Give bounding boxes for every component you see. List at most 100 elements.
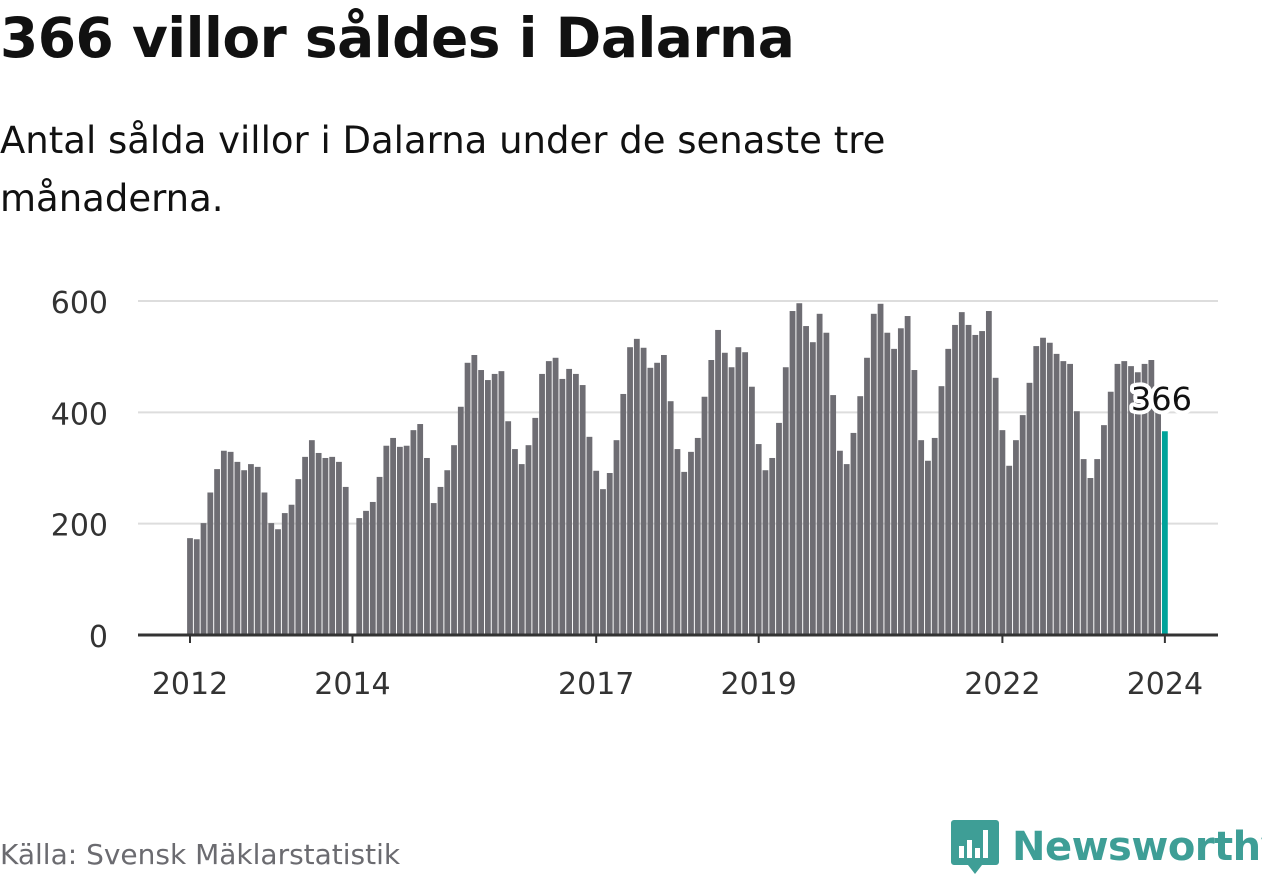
x-tick-label: 2024 bbox=[1127, 667, 1203, 702]
bar bbox=[207, 492, 214, 635]
bar bbox=[532, 417, 539, 635]
bar bbox=[620, 393, 627, 635]
bar bbox=[931, 437, 938, 635]
bar bbox=[1101, 425, 1107, 635]
bar bbox=[884, 332, 891, 635]
bar bbox=[877, 303, 884, 635]
bar bbox=[985, 311, 992, 635]
bar-highlight bbox=[1161, 431, 1168, 635]
axes bbox=[138, 633, 1218, 643]
bar bbox=[498, 371, 505, 635]
bar bbox=[593, 470, 600, 635]
bar bbox=[275, 529, 281, 635]
bar bbox=[254, 466, 261, 635]
bar bbox=[403, 445, 410, 635]
newsworthy-logo-icon bbox=[951, 820, 999, 874]
bar bbox=[809, 342, 816, 635]
bar bbox=[864, 357, 870, 635]
bar bbox=[308, 440, 315, 635]
bar bbox=[193, 539, 200, 635]
bar bbox=[464, 362, 471, 635]
bar bbox=[1073, 411, 1080, 635]
bar bbox=[444, 470, 451, 635]
bar bbox=[823, 332, 830, 635]
bar bbox=[870, 313, 877, 635]
bar bbox=[972, 334, 979, 635]
bar bbox=[796, 303, 803, 635]
bar bbox=[1026, 382, 1033, 635]
bar bbox=[1006, 465, 1013, 635]
bar bbox=[342, 486, 349, 635]
bar bbox=[633, 338, 640, 635]
bar bbox=[1148, 360, 1155, 635]
bar bbox=[776, 422, 782, 635]
bar bbox=[545, 361, 552, 635]
bar bbox=[857, 396, 864, 635]
bar bbox=[735, 347, 742, 635]
bar bbox=[606, 473, 613, 635]
bar bbox=[512, 449, 518, 635]
bar bbox=[769, 457, 776, 635]
bar bbox=[654, 362, 661, 635]
bar bbox=[227, 451, 234, 635]
bar bbox=[992, 377, 999, 635]
bar bbox=[728, 367, 735, 635]
bar bbox=[268, 523, 275, 635]
bar bbox=[613, 440, 620, 635]
bar bbox=[1107, 391, 1114, 635]
bar bbox=[911, 370, 918, 635]
bar bbox=[1121, 361, 1128, 635]
bar bbox=[1080, 459, 1087, 635]
bar bbox=[329, 456, 336, 635]
source-note: Källa: Svensk Mäklarstatistik bbox=[0, 838, 401, 871]
bar bbox=[376, 476, 383, 635]
bar bbox=[999, 430, 1006, 635]
bar bbox=[336, 461, 342, 635]
bar bbox=[762, 470, 769, 635]
bar bbox=[1046, 342, 1053, 635]
bar bbox=[539, 373, 545, 635]
y-tick-label: 400 bbox=[51, 397, 108, 432]
bar bbox=[708, 360, 715, 635]
brand-logo: Newsworthy bbox=[950, 818, 1262, 876]
bar bbox=[241, 470, 248, 635]
bar bbox=[295, 479, 302, 635]
bar bbox=[1141, 363, 1148, 635]
bar bbox=[566, 368, 573, 635]
x-tick-label: 2014 bbox=[314, 667, 390, 702]
bar bbox=[1053, 353, 1060, 635]
bar bbox=[965, 324, 972, 635]
bar bbox=[363, 510, 369, 635]
bar bbox=[525, 445, 532, 635]
bar bbox=[315, 452, 322, 635]
bar bbox=[1094, 459, 1101, 635]
bar bbox=[518, 464, 525, 635]
bar bbox=[891, 348, 897, 635]
bar bbox=[369, 501, 376, 635]
bar bbox=[789, 311, 796, 635]
bar bbox=[410, 430, 417, 635]
bar bbox=[803, 326, 809, 635]
bar bbox=[1067, 363, 1073, 635]
bar bbox=[322, 457, 329, 635]
bar bbox=[390, 437, 396, 635]
bar bbox=[647, 367, 654, 635]
chart-title: 366 villor såldes i Dalarna bbox=[0, 6, 795, 70]
bar bbox=[1019, 415, 1026, 635]
bar bbox=[396, 446, 403, 635]
bar bbox=[782, 367, 789, 635]
bar bbox=[302, 456, 308, 635]
bar bbox=[451, 445, 457, 635]
x-tick-label: 2019 bbox=[721, 667, 797, 702]
bar bbox=[430, 503, 437, 635]
bar bbox=[667, 401, 674, 635]
bar bbox=[897, 328, 904, 635]
bar bbox=[755, 444, 762, 635]
chart-subtitle: Antal sålda villor i Dalarna under de se… bbox=[0, 119, 886, 220]
bar bbox=[627, 347, 633, 635]
bar bbox=[281, 513, 288, 635]
y-tick-label: 600 bbox=[51, 286, 108, 321]
bar bbox=[688, 451, 694, 635]
y-tick-label: 0 bbox=[89, 620, 108, 655]
